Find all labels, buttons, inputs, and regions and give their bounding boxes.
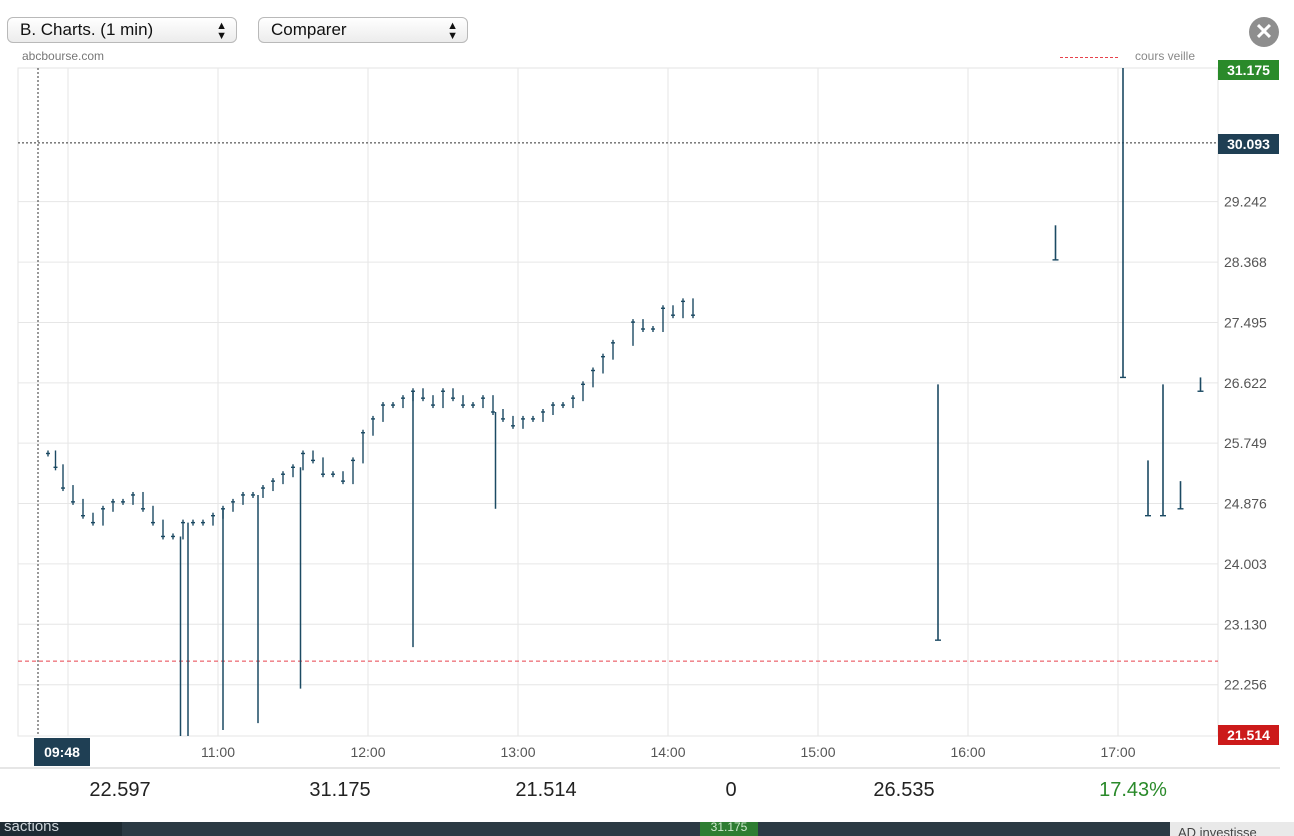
source-label: abcbourse.com	[22, 49, 105, 63]
stat-high: 31.175	[309, 779, 371, 801]
y-tick-label: 27.495	[1224, 314, 1267, 330]
x-tick-label: 16:00	[950, 744, 985, 760]
close-button[interactable]: ✕	[1249, 17, 1279, 47]
bottom-ticker-bar: sactions 31.175 AD investisse	[0, 822, 1294, 836]
previous-close-legend: cours veille	[1060, 49, 1210, 65]
ticker-left-label: sactions	[0, 822, 122, 836]
previous-close-legend-label: cours veille	[1135, 49, 1196, 63]
stat-variation: 17.43%	[1099, 779, 1167, 801]
compare-select[interactable]: Comparer ▲ ▼	[258, 17, 468, 43]
x-tick-label: 12:00	[350, 744, 385, 760]
x-tick-label: 14:00	[650, 744, 685, 760]
min-price-badge: 21.514	[1218, 725, 1279, 745]
y-tick-label: 22.256	[1224, 677, 1267, 693]
y-tick-label: 24.876	[1224, 496, 1267, 512]
y-tick-label: 26.622	[1224, 375, 1267, 391]
ticker-price-badge: 31.175	[700, 822, 758, 836]
stat-last: 26.535	[873, 779, 935, 801]
x-tick-label: 13:00	[500, 744, 535, 760]
chart-type-select[interactable]: B. Charts. (1 min) ▲ ▼	[7, 17, 237, 43]
x-tick-label: 17:00	[1100, 744, 1135, 760]
y-tick-label: 29.242	[1224, 194, 1267, 210]
y-tick-label: 23.130	[1224, 616, 1267, 632]
stat-volume: 0	[725, 779, 737, 801]
cursor-time-badge: 09:48	[34, 738, 90, 766]
stat-previous-close: 22.597	[89, 779, 151, 801]
x-tick-label: 11:00	[201, 744, 235, 760]
chart-type-select-label: B. Charts. (1 min)	[20, 20, 154, 39]
y-tick-label: 24.003	[1224, 556, 1267, 572]
x-tick-label: 15:00	[800, 744, 835, 760]
plot-frame	[17, 67, 1219, 737]
stat-low: 21.514	[515, 779, 577, 801]
y-tick-label: 28.368	[1224, 254, 1267, 270]
y-tick-label: 25.749	[1224, 435, 1267, 451]
previous-close-legend-swatch	[1060, 57, 1118, 58]
max-price-badge: 31.175	[1218, 60, 1279, 80]
select-arrows-icon: ▲ ▼	[216, 20, 227, 42]
select-arrows-icon: ▲ ▼	[447, 20, 458, 42]
ticker-right-label: AD investisse	[1170, 822, 1294, 836]
compare-select-label: Comparer	[271, 20, 347, 39]
cursor-price-badge: 30.093	[1218, 134, 1279, 154]
